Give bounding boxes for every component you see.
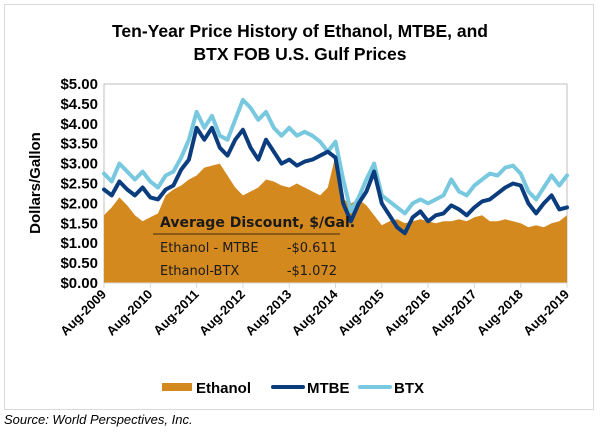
legend-label: Ethanol: [196, 380, 251, 397]
x-tick-label: Aug-2013: [242, 287, 294, 339]
x-tick-label: Aug-2015: [335, 287, 387, 339]
annotation-row-value: -$1.072: [287, 264, 337, 279]
x-tick-label: Aug-2017: [428, 287, 480, 339]
series-mtbe-line: [102, 125, 569, 236]
annotation-row-label: Ethanol-BTX: [160, 264, 239, 279]
source-note: Source: World Perspectives, Inc.: [4, 412, 193, 427]
chart-title-line-2: BTX FOB U.S. Gulf Prices: [193, 44, 407, 64]
series-ethanol-area: [104, 155, 567, 283]
x-tick-label: Aug-2014: [289, 286, 342, 339]
legend-label: MTBE: [307, 380, 350, 397]
y-tick-label: $4.00: [60, 116, 98, 133]
series-btx-line: [102, 97, 569, 216]
x-tick-label: Aug-2019: [520, 287, 572, 339]
legend-item-btx: BTX: [358, 380, 424, 397]
chart-title-line-1: Ten-Year Price History of Ethanol, MTBE,…: [112, 21, 488, 41]
legend-swatch-ethanol: [162, 383, 192, 391]
y-tick-label: $1.50: [60, 215, 98, 232]
legend: Ethanol MTBE BTX: [162, 380, 424, 397]
y-tick-label: $3.50: [60, 136, 98, 153]
y-axis-label: Dollars/Gallon: [27, 132, 44, 234]
y-tick-label: $5.00: [60, 76, 98, 93]
x-tick-label: Aug-2018: [474, 287, 526, 339]
annotation-header: Average Discount, $/Gal.: [160, 215, 355, 231]
x-tick-label: Aug-2009: [57, 287, 109, 339]
y-tick-label: $1.00: [60, 235, 98, 252]
annotation-row-label: Ethanol - MTBE: [160, 241, 259, 256]
x-tick-label: Aug-2012: [196, 287, 248, 339]
y-tick-label: $2.50: [60, 176, 98, 193]
legend-label: BTX: [394, 380, 424, 397]
legend-item-ethanol: Ethanol: [162, 380, 251, 397]
legend-item-mtbe: MTBE: [271, 380, 350, 397]
x-tick-label: Aug-2016: [381, 287, 433, 339]
average-discount-box: Average Discount, $/Gal. Ethanol - MTBE …: [153, 215, 355, 279]
x-tick-label: Aug-2011: [150, 287, 201, 338]
y-tick-label: $4.50: [60, 96, 98, 113]
y-tick-label: $2.00: [60, 195, 98, 212]
x-tick-label: Aug-2010: [103, 287, 155, 339]
chart-title: Ten-Year Price History of Ethanol, MTBE,…: [0, 20, 600, 66]
y-tick-label: $0.50: [60, 255, 98, 272]
y-tick-label: $0.00: [60, 275, 98, 292]
annotation-row-value: -$0.611: [287, 241, 337, 256]
y-tick-label: $3.00: [60, 156, 98, 173]
